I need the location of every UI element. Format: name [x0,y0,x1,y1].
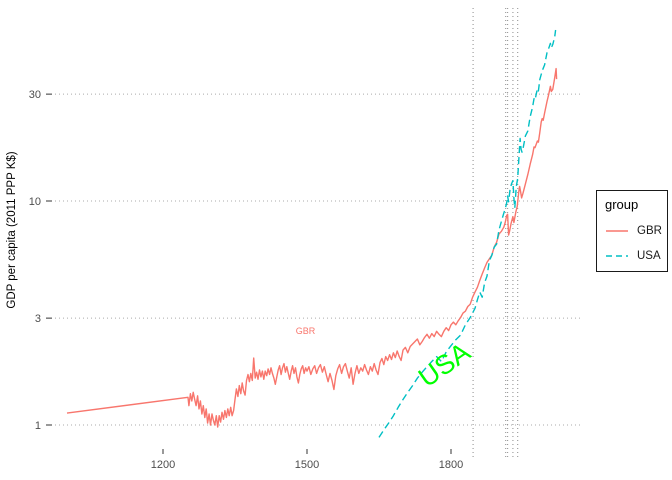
legend-label-gbr: GBR [637,224,662,237]
y-tick-label-10: 10 [29,196,41,208]
annotation-gbr: GBR [296,326,316,336]
gbr-line-key-icon [606,229,628,232]
x-tick-label-1800: 1800 [439,459,463,471]
horizontal-gridlines [55,93,580,426]
series-line-usa [378,29,557,438]
legend-label-usa: USA [637,249,661,262]
legend-item-gbr: GBR [605,218,662,243]
x-tick-label-1200: 1200 [151,459,175,471]
legend: group GBR USA [596,190,668,272]
data-series-lines [66,29,558,438]
y-tick-label-1: 1 [35,420,41,432]
usa-dashed-line-key-icon [606,254,628,257]
y-tick-label-30: 30 [29,89,41,101]
legend-item-usa: USA [605,243,661,268]
text-annotations: GBR USA [296,326,476,393]
x-tick-label-1500: 1500 [295,459,319,471]
vertical-reference-lines [472,8,519,458]
annotation-usa: USA [413,337,476,393]
axis-ticks-and-labels: 1200 1500 1800 1 3 10 30 [29,89,463,471]
y-axis-title: GDP per capita (2011 PPP K$) [6,151,18,308]
series-line-gbr [66,67,558,428]
y-tick-label-3: 3 [35,313,41,325]
legend-title: group [605,197,639,212]
